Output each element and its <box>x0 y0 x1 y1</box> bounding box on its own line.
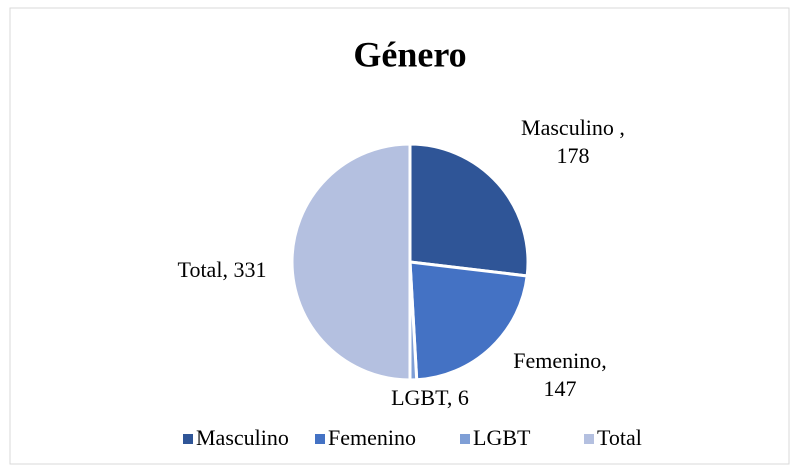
data-label: Femenino, 147 <box>513 348 607 401</box>
pie-slice <box>290 142 412 382</box>
legend-swatch <box>584 434 594 444</box>
legend-label: Femenino <box>328 425 416 450</box>
legend-swatch <box>183 434 193 444</box>
chart-title: Género <box>353 34 466 74</box>
pie-slice <box>408 260 529 382</box>
data-label: Total, 331 <box>177 257 267 282</box>
legend-label: Total <box>597 425 642 450</box>
data-label: LGBT, 6 <box>391 385 469 410</box>
legend-label: Masculino <box>196 425 289 450</box>
legend-swatch <box>315 434 325 444</box>
data-label: Masculino , 178 <box>521 115 625 168</box>
pie-slice <box>408 142 530 278</box>
legend-swatch <box>460 434 470 444</box>
legend-label: LGBT <box>473 425 531 450</box>
